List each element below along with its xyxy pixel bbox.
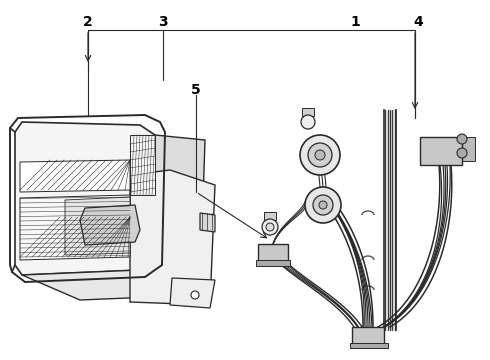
Polygon shape <box>20 195 130 260</box>
Polygon shape <box>65 197 130 255</box>
Text: 5: 5 <box>191 83 201 97</box>
Polygon shape <box>20 160 130 192</box>
Polygon shape <box>130 170 215 305</box>
Polygon shape <box>15 122 158 275</box>
FancyBboxPatch shape <box>350 343 388 348</box>
Polygon shape <box>140 135 205 295</box>
Circle shape <box>191 291 199 299</box>
Circle shape <box>315 150 325 160</box>
FancyBboxPatch shape <box>352 327 384 345</box>
Polygon shape <box>170 278 215 308</box>
Text: 2: 2 <box>83 15 93 29</box>
FancyBboxPatch shape <box>420 137 462 165</box>
Polygon shape <box>264 212 276 220</box>
Circle shape <box>319 201 327 209</box>
Circle shape <box>457 134 467 144</box>
Polygon shape <box>302 108 314 116</box>
FancyBboxPatch shape <box>256 260 290 266</box>
Polygon shape <box>22 270 200 300</box>
Circle shape <box>305 187 341 223</box>
Text: 3: 3 <box>158 15 168 29</box>
Text: 1: 1 <box>350 15 360 29</box>
Circle shape <box>266 223 274 231</box>
Polygon shape <box>130 135 155 195</box>
Polygon shape <box>200 213 215 232</box>
Circle shape <box>300 135 340 175</box>
Polygon shape <box>80 205 140 245</box>
Text: 4: 4 <box>413 15 423 29</box>
Circle shape <box>308 143 332 167</box>
FancyBboxPatch shape <box>258 244 288 262</box>
Circle shape <box>457 148 467 158</box>
Polygon shape <box>462 137 475 161</box>
Circle shape <box>262 219 278 235</box>
Circle shape <box>301 115 315 129</box>
Circle shape <box>313 195 333 215</box>
